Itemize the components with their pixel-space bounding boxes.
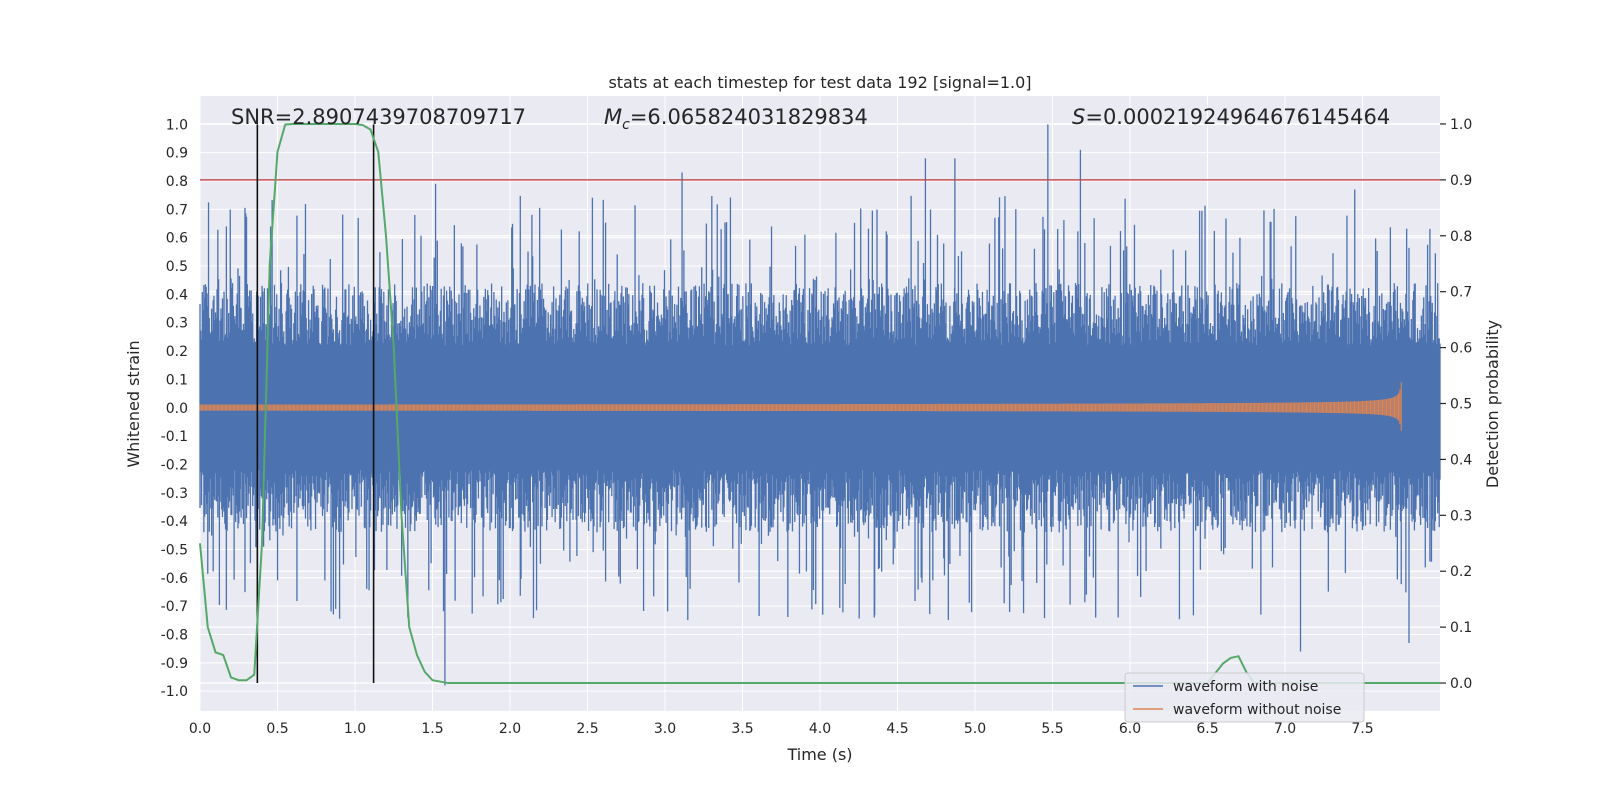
x-tick-label: 3.0 [654,721,676,737]
y-tick-label-left: 0.6 [166,231,188,247]
x-tick-label: 1.0 [344,721,366,737]
ticks: 0.0 0.5 1.0 1.5 2.0 2.5 3.0 3.5 4.0 4.5 5.0 5.5 6.0 6… [161,117,1473,737]
x-tick-label: 2.5 [576,721,598,737]
y-tick-label-left: 0.7 [166,202,188,218]
x-tick-label: 0.0 [189,721,211,737]
x-tick-label: 4.5 [886,721,908,737]
snr-annotation: SNR=2.8907439708709717 [231,105,526,129]
chart-title: stats at each timestep for test data 192… [608,73,1031,92]
clean-waveform [199,382,1402,431]
y-tick-label-left: 0.8 [166,174,188,190]
y-tick-label-left: -1.0 [161,684,188,700]
y-tick-label-right: 0.9 [1450,173,1472,189]
y-tick-label-right: 0.3 [1450,508,1472,524]
legend-frame [1124,672,1365,723]
y-tick-label-left: 0.4 [166,287,188,303]
x-tick-label: 3.5 [731,721,753,737]
y-tick-label-right: 0.1 [1450,620,1472,636]
x-tick-label: 2.0 [499,721,521,737]
y-axis-label-left: Whitened strain [124,340,143,467]
y-tick-label-right: 0.0 [1450,676,1472,692]
x-tick-label: 6.5 [1196,721,1218,737]
y-tick-label-left: 0.2 [166,344,188,360]
x-tick-label: 6.0 [1119,721,1141,737]
y-tick-label-left: -0.6 [161,571,188,587]
y-tick-label-right: 0.4 [1450,452,1472,468]
y-tick-label-left: -0.2 [161,457,188,473]
x-tick-label: 1.5 [421,721,443,737]
mc-value: =6.065824031829834 [630,105,868,129]
s-annotation: S=0.00021924964676145464 [1072,105,1390,129]
x-tick-label: 4.0 [809,721,831,737]
y-tick-label-left: 0.3 [166,316,188,332]
x-tick-label: 0.5 [266,721,288,737]
y-tick-label-right: 0.7 [1450,285,1472,301]
x-tick-label: 7.5 [1351,721,1373,737]
mc-subscript: c [622,117,630,133]
y-tick-label-left: 0.1 [166,372,188,388]
y-tick-label-left: 0.5 [166,259,188,275]
y-tick-label-left: -0.9 [161,656,188,672]
y-tick-label-left: -0.1 [161,429,188,445]
y-tick-label-right: 0.6 [1450,341,1472,357]
y-tick-label-left: -0.3 [161,486,188,502]
chirp-mass-annotation: Mc=6.065824031829834 [604,105,868,133]
y-tick-label-left: -0.4 [161,514,188,530]
x-tick-label: 7.0 [1274,721,1296,737]
y-tick-label-left: 0.0 [166,401,188,417]
y-tick-label-right: 0.2 [1450,564,1472,580]
legend-label-noise: waveform with noise [1173,679,1318,695]
y-tick-label-right: 1.0 [1450,117,1472,133]
s-value: =0.00021924964676145464 [1085,105,1390,129]
x-tick-label: 5.0 [964,721,986,737]
overlays [200,124,1440,684]
y-tick-label-left: 0.9 [166,146,188,162]
mc-symbol: M [604,105,622,129]
y-tick-label-right: 0.5 [1450,397,1472,413]
s-symbol: S [1072,105,1085,129]
y-tick-label-left: -0.5 [161,542,188,558]
y-tick-label-left: -0.8 [161,627,188,643]
y-tick-label-right: 0.8 [1450,229,1472,245]
y-tick-label-left: 1.0 [166,117,188,133]
legend: waveform with noise waveform without noi… [1124,672,1365,723]
x-axis-label: Time (s) [786,745,852,764]
y-tick-label-left: -0.7 [161,599,188,615]
chirp-series [199,382,1402,431]
x-tick-label: 5.5 [1041,721,1063,737]
legend-label-clean: waveform without noise [1173,702,1341,718]
y-axis-label-right: Detection probability [1483,320,1502,488]
